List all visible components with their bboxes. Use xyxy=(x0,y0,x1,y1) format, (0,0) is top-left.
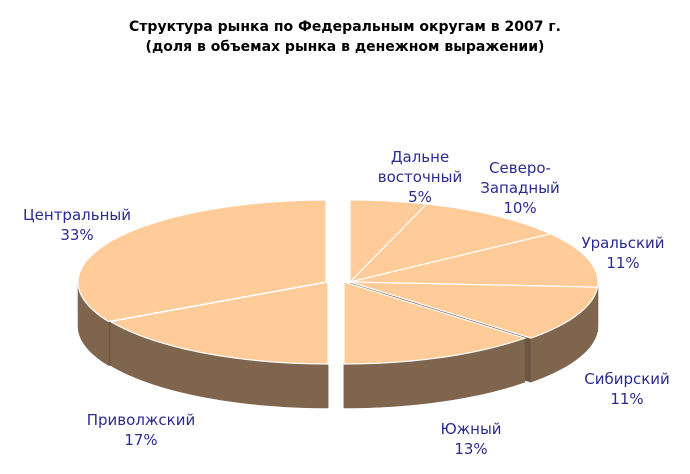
pie-slice-7 xyxy=(77,199,327,323)
slice-label: Уральский 11% xyxy=(581,234,664,272)
slice-name-label: восточный xyxy=(378,168,462,186)
pie-slice-6 xyxy=(108,281,329,365)
slice-label: Центральный 33% xyxy=(23,206,131,244)
slice-value-label: 11% xyxy=(610,390,643,408)
chart-title: Структура рынка по Федеральным округам в… xyxy=(129,19,561,35)
slice-label: Приволжский 17% xyxy=(87,411,195,449)
slice-name-label: Сибирский xyxy=(584,370,670,388)
slice-label: Северо- Западный 10% xyxy=(480,159,560,217)
slice-label: Сибирский 11% xyxy=(584,370,670,408)
slice-name-label: Уральский xyxy=(581,234,664,252)
slice-name-label: Дальне xyxy=(391,148,449,166)
slice-value-label: 5% xyxy=(408,188,432,206)
slice-name-label: Центральный xyxy=(23,206,131,224)
pie-slice-5 xyxy=(343,281,527,365)
slice-value-label: 10% xyxy=(503,199,536,217)
slice-value-label: 11% xyxy=(606,254,639,272)
pie-slice-3 xyxy=(349,233,599,288)
chart-subtitle: (доля в объемах рынка в денежном выражен… xyxy=(146,39,545,55)
slice-label: Южный 13% xyxy=(440,420,501,458)
slice-value-label: 33% xyxy=(60,226,93,244)
pie-tops xyxy=(77,199,599,365)
slice-name-label: Западный xyxy=(480,179,560,197)
slice-value-label: 13% xyxy=(454,440,487,458)
pie-slice-2 xyxy=(348,203,553,284)
pie-slice-4 xyxy=(349,281,599,339)
slice-value-label: 17% xyxy=(124,431,157,449)
pie-slice-1 xyxy=(349,199,428,284)
slice-name-label: Приволжский xyxy=(87,411,195,429)
slice-name-label: Северо- xyxy=(489,159,551,177)
slice-label: Дальне восточный 5% xyxy=(378,148,462,206)
pie-labels: Дальне восточный 5% Северо- Западный 10% Ураль… xyxy=(23,148,670,458)
slice-name-label: Южный xyxy=(440,420,501,438)
